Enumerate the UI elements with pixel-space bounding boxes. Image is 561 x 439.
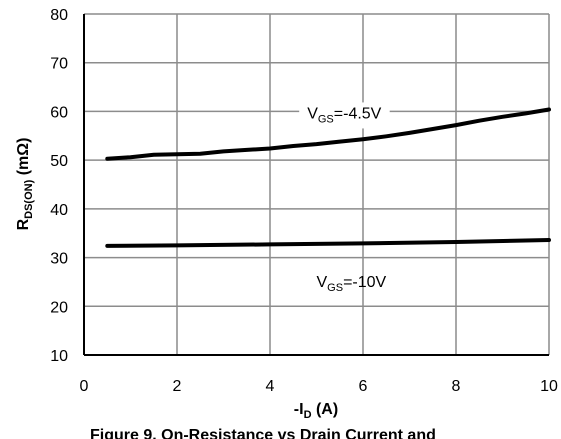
y-tick-label-80: 80 bbox=[50, 7, 68, 24]
y-tick-label-40: 40 bbox=[50, 202, 68, 219]
annotation-background bbox=[299, 102, 390, 129]
x-tick-label-6: 6 bbox=[359, 378, 368, 395]
y-axis-title: RDS(ON) (mΩ) bbox=[15, 138, 35, 231]
x-tick-label-8: 8 bbox=[452, 378, 461, 395]
y-tick-label-10: 10 bbox=[50, 348, 68, 365]
series-group bbox=[105, 107, 551, 248]
x-tick-label-2: 2 bbox=[173, 378, 182, 395]
annotation-vgs-4.5v: VGS=-4.5V bbox=[307, 105, 381, 125]
axes bbox=[83, 14, 549, 356]
y-tick-label-60: 60 bbox=[50, 104, 68, 121]
series-line-vgs-4.5v bbox=[105, 107, 551, 161]
y-tick-label-70: 70 bbox=[50, 56, 68, 73]
y-tick-label-20: 20 bbox=[50, 299, 68, 316]
x-tick-labels: 0 2 4 6 8 10 bbox=[80, 378, 558, 395]
series-line-vgs-10v bbox=[105, 238, 551, 248]
annotation-vgs-10v: VGS=-10V bbox=[317, 274, 387, 294]
y-tick-labels: 10 20 30 40 50 60 70 80 bbox=[50, 7, 68, 365]
x-tick-label-4: 4 bbox=[266, 378, 275, 395]
grid bbox=[83, 13, 550, 356]
x-axis-title: -ID (A) bbox=[294, 401, 338, 421]
x-tick-label-0: 0 bbox=[80, 378, 89, 395]
plot-background bbox=[84, 14, 549, 355]
x-tick-label-10: 10 bbox=[540, 378, 558, 395]
figure-caption: Figure 9. On-Resistance vs Drain Current… bbox=[90, 427, 436, 439]
y-tick-label-50: 50 bbox=[50, 153, 68, 170]
y-tick-label-30: 30 bbox=[50, 251, 68, 268]
